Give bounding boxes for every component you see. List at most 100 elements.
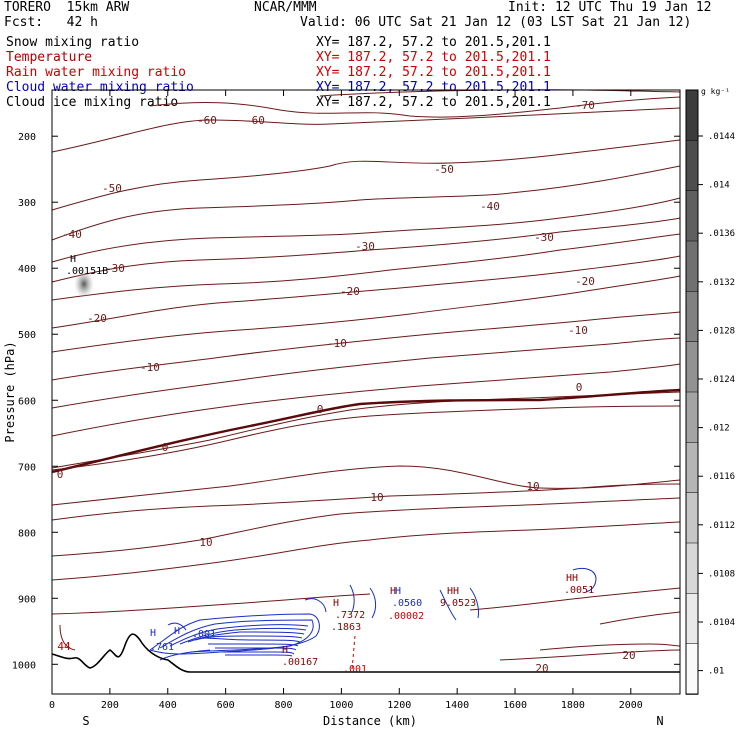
legend-label: Rain water mixing ratio [6,65,187,80]
legend-xy: XY= 187.2, 57.2 to 201.5,201.1 [316,65,551,80]
colorbar-tick-label: .0128 [708,326,735,336]
extremum-label: H [174,626,180,637]
y-tick-label: 800 [18,528,36,539]
extremum-label: .761 [150,642,174,653]
contour-label: -20 [575,275,595,288]
extremum-label: .001 [343,664,367,675]
y-tick-label: 600 [18,396,36,407]
legend-label: Temperature [6,50,93,65]
colorbar-step [685,391,699,444]
colorbar-tick-label: .0136 [708,229,735,239]
contour-label: 0 [57,468,64,481]
contour-label: 10 [199,536,212,549]
colorbar-step [685,291,699,343]
legend-xy: XY= 187.2, 57.2 to 201.5,201.1 [316,95,551,110]
extremum-label: .0560 [392,598,422,609]
x-tick-label: 200 [101,700,119,711]
contour-label: -10 [568,324,588,337]
x-tick-label: 600 [217,700,235,711]
y-tick-label: 400 [18,264,36,275]
legend-xy: XY= 187.2, 57.2 to 201.5,201.1 [316,35,551,50]
colorbar-tick-label: .0144 [708,132,735,142]
colorbar-step [685,643,699,695]
extremum-label: .7372 [335,610,365,621]
cloud-water-contours [149,567,597,661]
x-tick-label: 800 [274,700,292,711]
contour-label: -40 [480,200,500,213]
extremum-label: .00167 [282,657,318,668]
x-tick-label: 1200 [387,700,411,711]
plot-frame [51,89,681,695]
axis-end-label-s: S [82,714,89,728]
x-tick-label: 1600 [503,700,527,711]
x-axis: 0 200 400 600 800 1000 1200 1400 1600 1800 2000 [49,90,643,711]
legend-label: Snow mixing ratio [6,35,140,50]
extremum-label: H [150,628,156,639]
colorbar-tick-label: .0108 [708,569,735,579]
x-axis-label: Distance (km) [323,714,417,728]
contour-label: -50 [434,163,454,176]
valid-time: Valid: 06 UTC Sat 21 Jan 12 (03 LST Sat … [300,15,692,30]
model-title: TORERO 15km ARW [4,0,130,15]
temperature-contours [51,89,681,661]
y-axis-label: Pressure (hPa) [3,341,17,442]
extremum-label: .001 [192,629,216,640]
colorbar-tick-label: .0112 [708,521,735,531]
colorbar-unit: g kg⁻¹ [701,87,730,96]
colorbar-tick-label: .0116 [708,472,735,482]
contour-label: -40 [62,228,82,241]
y-tick-label: 500 [18,330,36,341]
contour-label: -60 [245,114,265,127]
organization-title: NCAR/MMM [254,0,317,15]
contour-label: -60 [197,114,217,127]
axis-end-label-n: N [656,714,663,728]
extremum-label: .1863 [331,622,361,633]
extremum-label: HH [447,586,459,597]
y-tick-label: 700 [18,462,36,473]
colorbar-step [685,140,699,192]
contour-label: 20 [622,649,635,662]
extremum-label: .0051 [564,585,594,596]
contour-label: -20 [340,285,360,298]
contour-label: 0 [317,403,324,416]
init-time: Init: 12 UTC Thu 19 Jan 12 [508,0,712,15]
colorbar-step [685,442,699,494]
contour-label: 20 [535,662,548,675]
colorbar: g kg⁻¹ .0144 .014 .0136 .0132 .0128 .0124 .012… [685,87,735,695]
colorbar-step [685,341,699,393]
colorbar-tick-label: .0104 [708,618,735,628]
extrema-labels: H .00151B H .761 H .001 H .7372 .1863 H … [66,254,594,675]
y-tick-label: 200 [18,132,36,143]
x-tick-label: 1000 [329,700,353,711]
y-tick-label: 300 [18,198,36,209]
colorbar-step [685,492,699,544]
colorbar-step [685,89,699,142]
x-tick-label: 1800 [561,700,585,711]
x-tick-label: 2000 [619,700,643,711]
legend-label: Cloud water mixing ratio [6,80,194,95]
y-tick-label: 1000 [12,660,36,671]
contour-label: -10 [140,361,160,374]
colorbar-step [685,542,699,595]
extremum-label: H [390,586,396,597]
extremum-label: HH [566,573,578,584]
y-tick-label: 900 [18,594,36,605]
colorbar-tick-label: .01 [708,667,724,677]
contour-label: -30 [534,231,554,244]
extremum-label: 9.0523 [440,598,476,609]
contour-label: -30 [105,262,125,275]
colorbar-step [685,593,699,645]
colorbar-tick-label: .0132 [708,278,735,288]
snow-maximum [74,270,94,298]
temperature-labels: -70 -60 -60 -50 -50 -40 -40 -30 -30 -30 … [57,99,636,675]
colorbar-step [685,240,699,293]
contour-label: -30 [355,240,375,253]
x-tick-label: 400 [159,700,177,711]
extremum-label: .00151B [66,266,108,277]
extremum-label: H [333,598,339,609]
x-tick-label: 1400 [445,700,469,711]
contour-label: 44 [57,640,71,653]
contour-label: 0 [162,441,169,454]
